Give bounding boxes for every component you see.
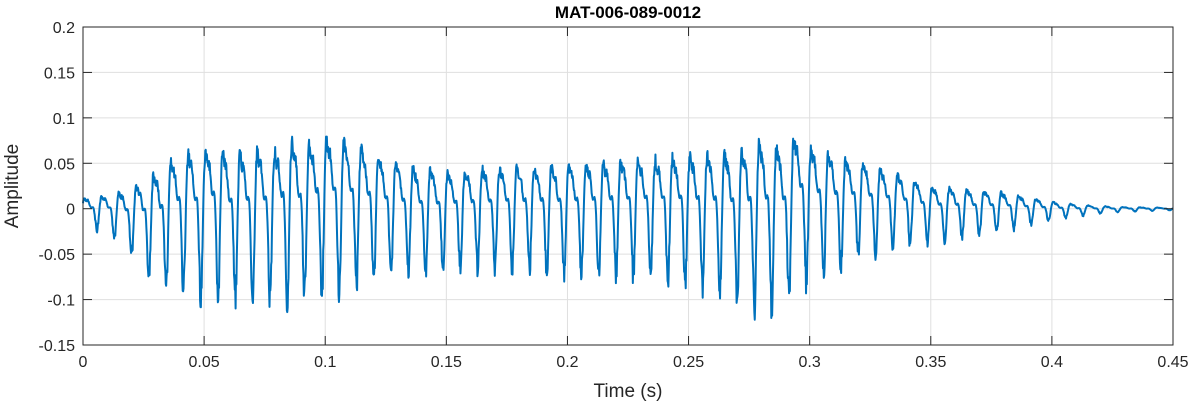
axes-frame: [82, 26, 1174, 346]
y-tick-label: 0.05: [44, 156, 75, 173]
y-tick-label: -0.15: [39, 338, 76, 355]
y-tick-label: -0.1: [47, 293, 75, 310]
series-layer: [82, 135, 1174, 321]
x-tick-label: 0.4: [1041, 354, 1063, 371]
x-axis-ticks: 0 0.05 0.1 0.15 0.2 0.25 0.3 0.35 0.4 0.45: [79, 27, 1189, 371]
chart-title: MAT-006-089-0012: [555, 3, 701, 22]
x-tick-label: 0.25: [673, 354, 704, 371]
x-tick-label: 0.15: [431, 354, 462, 371]
x-axis-label: Time (s): [594, 381, 663, 402]
plot-area: 0 0.05 0.1 0.15 0.2 0.25 0.3 0.35 0.4 0.45 -0.15-…: [39, 20, 1189, 371]
y-tick-label: 0.1: [53, 111, 75, 128]
y-axis-ticks: -0.15 -0.1 -0.05 0 0.05 0.1 0.15 0.2: [39, 20, 1173, 355]
x-tick-label: 0: [79, 354, 88, 371]
y-tick-label: 0.2: [53, 20, 75, 37]
x-tick-label: 0.3: [799, 354, 821, 371]
y-axis-label: Amplitude: [2, 144, 23, 229]
y-tick-label: 0.15: [44, 65, 75, 82]
y-tick-label: 0: [66, 202, 75, 219]
waveform-line: [82, 135, 1174, 321]
x-tick-label: 0.05: [189, 354, 220, 371]
axes-background: [83, 27, 1173, 345]
y-tick-label: -0.05: [39, 247, 76, 264]
x-tick-label: 0.35: [915, 354, 946, 371]
x-tick-label: 0.45: [1157, 354, 1188, 371]
x-tick-label: 0.1: [314, 354, 336, 371]
x-tick-label: 0.2: [556, 354, 578, 371]
